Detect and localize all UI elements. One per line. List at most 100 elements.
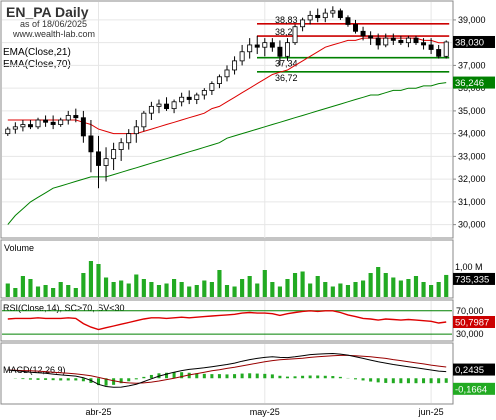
macd-hist-last-badge-bg [453,382,495,395]
candle [360,26,366,41]
candle [35,117,41,130]
level-label: 36,72 [275,73,298,83]
volume-bar [194,285,199,297]
candle-body [300,19,306,28]
volume-bar [277,286,282,297]
candle-body [20,124,26,128]
candle [156,99,162,114]
volume-bar [292,273,298,297]
volume-bar [13,288,18,297]
volume-bar [126,283,131,297]
volume-bar [406,279,411,297]
rsi-last-badge-bg [453,315,495,328]
price-tick-label: 37,000 [458,60,486,70]
macd-signal-line [7,354,447,384]
candle [337,8,343,20]
candle [27,120,33,130]
level-label: 38,29 [275,27,298,37]
candle [194,92,200,105]
volume-bar [217,270,222,297]
candle [164,97,170,111]
candle-body [96,151,101,166]
volume-bar [285,279,290,297]
volume-bar [353,282,358,297]
candle [209,81,215,95]
rsi-tick-label: 30,000 [456,329,484,339]
candle-body [368,35,374,39]
date-line: as of 18/06/2025 [20,19,87,29]
price-tick-label: 33,000 [458,151,486,161]
candle-body [353,24,358,32]
volume-bar [398,280,403,297]
candle-body [428,44,434,50]
volume-bar [209,282,214,297]
candle-body [111,149,117,160]
candle [80,110,86,143]
candle-body [269,42,275,48]
macd-label: MACD(12,26,9) [3,365,66,375]
ema70-last-badge-bg [453,76,495,89]
volume-bar [51,288,56,297]
candle-body [436,49,442,57]
volume-bar [308,283,313,297]
candle [307,10,313,25]
price-last-badge-bg [453,35,495,48]
candle [368,31,374,45]
candle [277,40,283,66]
candle-body [201,90,207,96]
candle-body [216,76,222,85]
volume-tick-label: 1,00 M [455,262,483,272]
volume-bar [119,280,124,297]
candle [133,120,139,143]
volume-bar [187,286,192,297]
candle-body [164,103,170,110]
price-last-badge: 38,030 [455,37,484,48]
price-tick-label: 30,000 [458,220,486,230]
month-label: abr-25 [85,407,111,417]
candle [315,8,321,23]
candle-body [232,60,238,71]
volume-bar [88,261,94,297]
candle-body [148,105,154,114]
candle-body [50,121,56,125]
macd-last-badge: 0,2435 [455,365,484,376]
ema21-line [7,37,447,135]
candle [118,138,124,161]
ema70-legend: EMA(Close,70) [3,59,71,70]
rsi-last-badge: 50,7987 [455,317,489,328]
candle [179,92,185,107]
candle-body [179,96,185,103]
candle-body [284,42,290,57]
candle [43,115,49,127]
candle-body [65,115,71,121]
candle-body [118,142,124,150]
chart-title: EN_PA Daily [6,4,89,20]
volume-bar [141,279,146,297]
volume-bar [429,285,434,297]
candle-body [413,37,419,44]
candle [232,56,238,75]
volume-bar [436,282,441,297]
volume-bar [413,276,419,297]
candle [421,38,427,50]
candle [20,120,26,132]
candle [413,35,419,45]
volume-bar [360,280,366,297]
candle [12,122,18,134]
month-label: jun-25 [418,407,444,417]
volume-bar [315,276,320,297]
candle [111,142,117,171]
candle-body [80,117,86,137]
candle [216,74,222,89]
candle [398,35,404,45]
candle [96,135,101,189]
price-tick-label: 32,000 [458,174,486,184]
candle [65,110,71,125]
volume-bar [232,286,237,297]
candle [292,24,298,45]
ema70-line [7,82,447,225]
candle-body [73,115,79,119]
volume-bar [172,279,177,297]
candle [390,33,396,45]
candle-body [307,14,313,21]
